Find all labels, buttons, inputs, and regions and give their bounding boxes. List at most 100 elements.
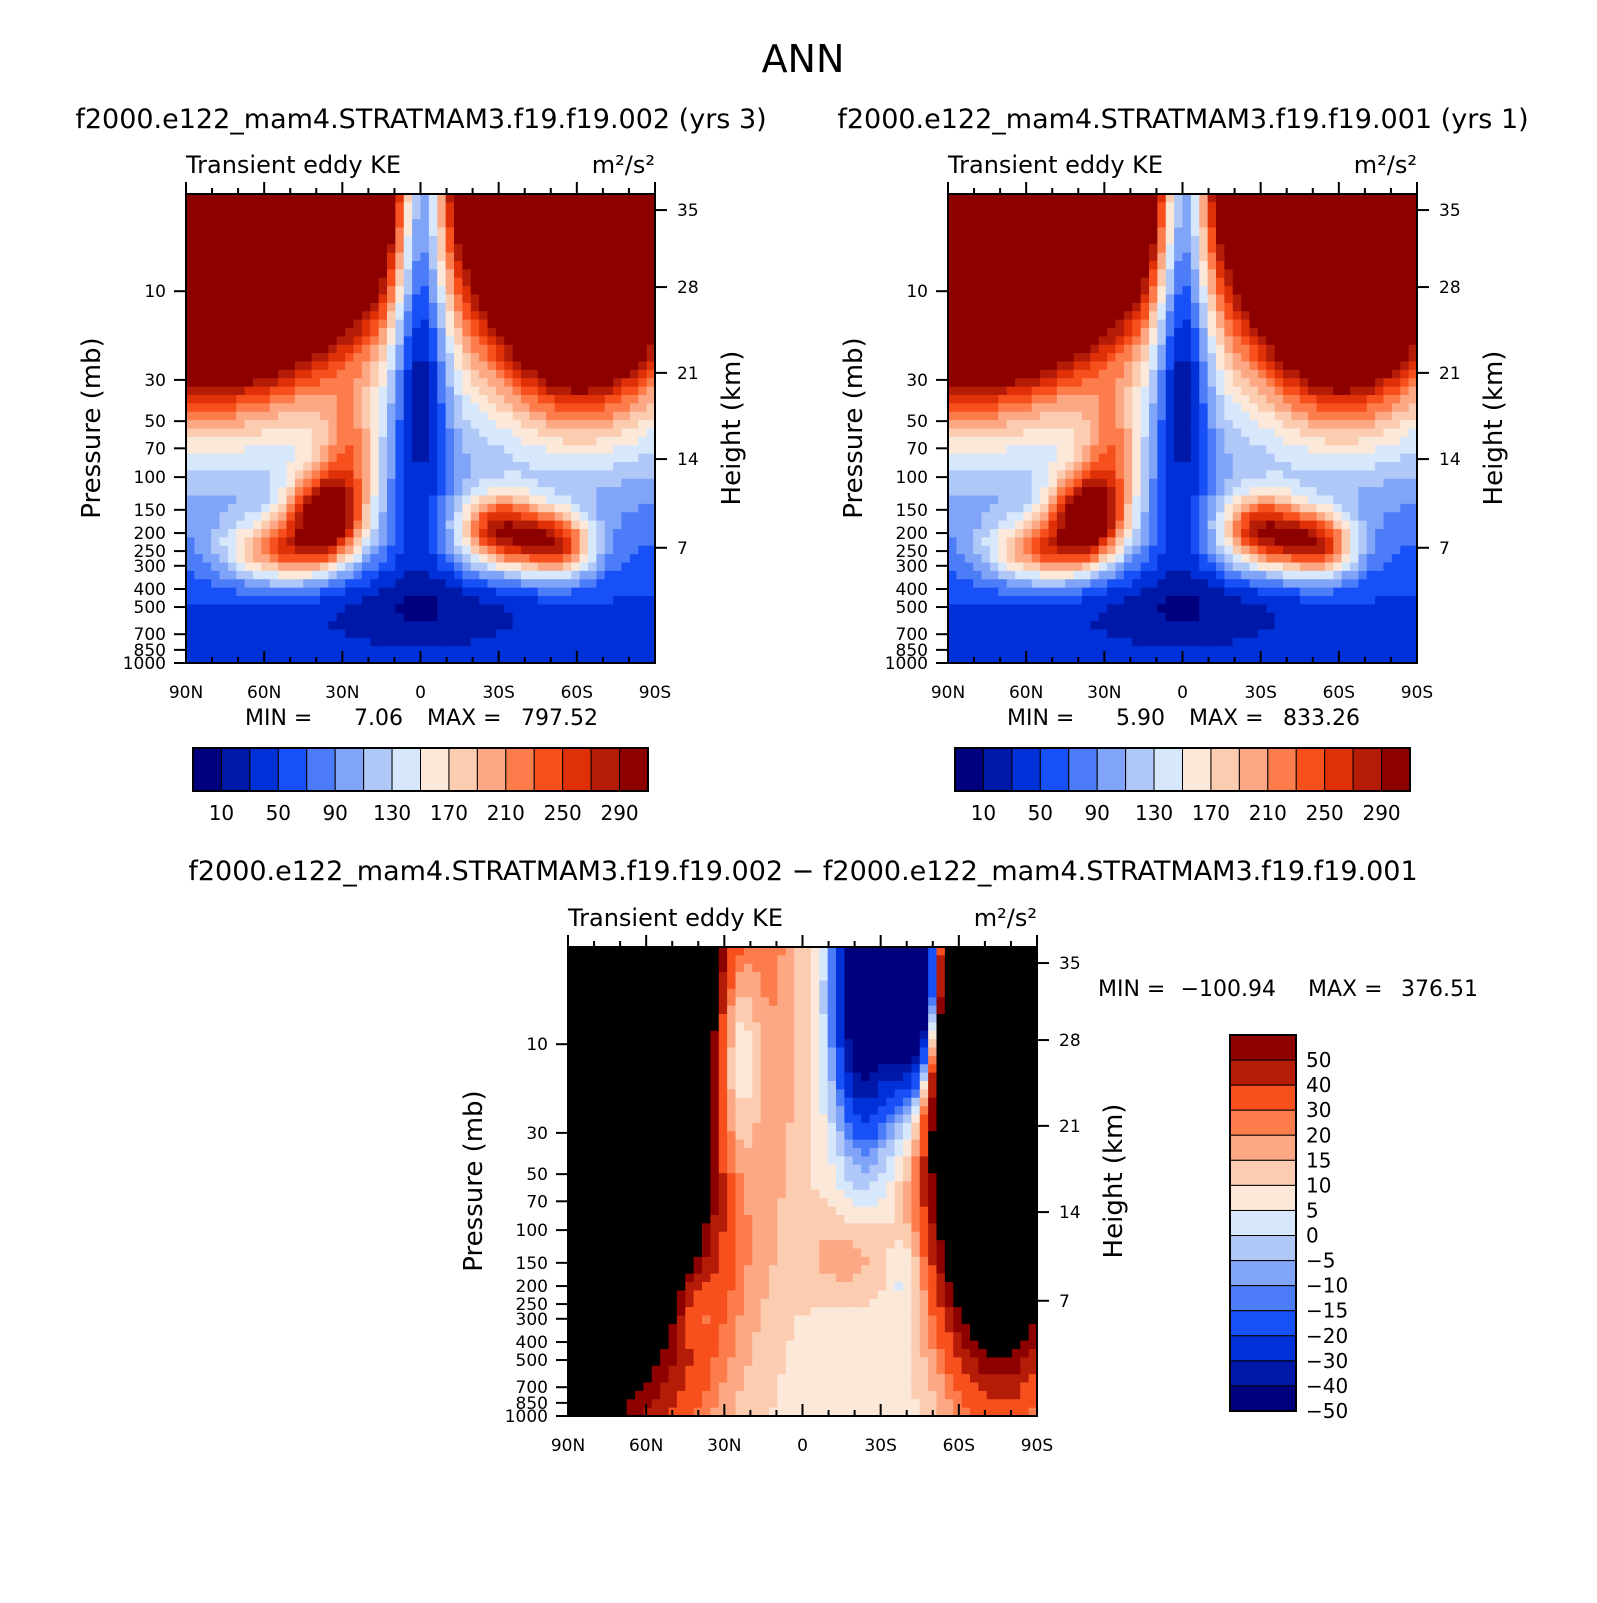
field-cell	[605, 362, 614, 371]
field-cell	[479, 487, 488, 496]
field-cell	[521, 646, 530, 655]
field-cell	[513, 462, 522, 471]
field-cell	[421, 638, 430, 647]
field-cell	[1049, 295, 1058, 304]
field-cell	[354, 269, 363, 278]
field-cell	[203, 269, 212, 278]
field-cell	[546, 613, 555, 622]
field-cell	[563, 228, 572, 237]
field-cell	[387, 437, 396, 446]
field-cell	[605, 345, 614, 354]
field-cell	[1057, 370, 1066, 379]
field-cell	[1375, 412, 1384, 421]
field-cell	[1216, 311, 1225, 320]
field-cell	[563, 320, 572, 329]
field-cell	[462, 630, 471, 639]
field-cell	[362, 554, 371, 563]
field-cell	[245, 521, 254, 530]
field-cell	[1040, 353, 1049, 362]
field-cell	[1325, 370, 1334, 379]
field-cell	[1342, 370, 1351, 379]
field-cell	[295, 370, 304, 379]
field-cell	[1291, 253, 1300, 262]
field-cell	[345, 504, 354, 513]
field-cell	[412, 588, 421, 597]
field-cell	[1308, 244, 1317, 253]
field-cell	[1166, 362, 1175, 371]
field-cell	[1082, 278, 1091, 287]
field-cell	[228, 571, 237, 580]
field-cell	[1333, 429, 1342, 438]
field-cell	[421, 244, 430, 253]
field-cell	[622, 496, 631, 505]
field-cell	[1023, 269, 1032, 278]
field-cell	[437, 445, 446, 454]
field-cell	[1107, 253, 1116, 262]
field-cell	[429, 470, 438, 479]
field-cell	[1132, 202, 1141, 211]
field-cell	[479, 604, 488, 613]
field-cell	[529, 202, 538, 211]
x-tick-label: 0	[415, 683, 426, 703]
field-cell	[1174, 362, 1183, 371]
field-cell	[404, 479, 413, 488]
field-cell	[1007, 286, 1016, 295]
field-cell	[295, 437, 304, 446]
field-cell	[362, 596, 371, 605]
field-cell	[186, 479, 195, 488]
field-cell	[605, 529, 614, 538]
field-cell	[462, 202, 471, 211]
field-cell	[588, 479, 597, 488]
field-cell	[1350, 429, 1359, 438]
field-cell	[588, 320, 597, 329]
field-cell	[1317, 211, 1326, 220]
field-cell	[504, 470, 513, 479]
field-cell	[295, 295, 304, 304]
field-cell	[596, 621, 605, 630]
field-cell	[312, 261, 321, 270]
field-cell	[956, 336, 965, 345]
field-cell	[211, 504, 220, 513]
field-cell	[1157, 269, 1166, 278]
field-cell	[496, 437, 505, 446]
field-cell	[429, 579, 438, 588]
field-cell	[253, 345, 262, 354]
field-cell	[1149, 387, 1158, 396]
field-cell	[379, 295, 388, 304]
field-cell	[287, 638, 296, 647]
field-cell	[287, 613, 296, 622]
field-cell	[211, 345, 220, 354]
field-cell	[303, 236, 312, 245]
field-cell	[1275, 311, 1284, 320]
field-cell	[345, 554, 354, 563]
field-cell	[429, 387, 438, 396]
field-cell	[1191, 261, 1200, 270]
field-cell	[1384, 228, 1393, 237]
field-cell	[1049, 228, 1058, 237]
field-cell	[605, 537, 614, 546]
field-cell	[496, 211, 505, 220]
field-cell	[328, 554, 337, 563]
field-cell	[555, 353, 564, 362]
field-cell	[1183, 395, 1192, 404]
field-cell	[186, 529, 195, 538]
colorbar-label: 170	[430, 801, 468, 825]
field-cell	[496, 496, 505, 505]
field-cell	[429, 563, 438, 572]
field-cell	[1384, 429, 1393, 438]
field-cell	[220, 646, 229, 655]
field-cell	[622, 403, 631, 412]
field-cell	[1283, 311, 1292, 320]
field-cell	[496, 546, 505, 555]
field-cell	[1065, 345, 1074, 354]
field-cell	[387, 236, 396, 245]
field-cell	[1224, 228, 1233, 237]
field-cell	[287, 554, 296, 563]
field-cell	[203, 571, 212, 580]
field-cell	[270, 554, 279, 563]
field-cell	[270, 328, 279, 337]
field-cell	[312, 546, 321, 555]
field-cell	[211, 521, 220, 530]
field-cell	[529, 395, 538, 404]
field-cell	[546, 621, 555, 630]
